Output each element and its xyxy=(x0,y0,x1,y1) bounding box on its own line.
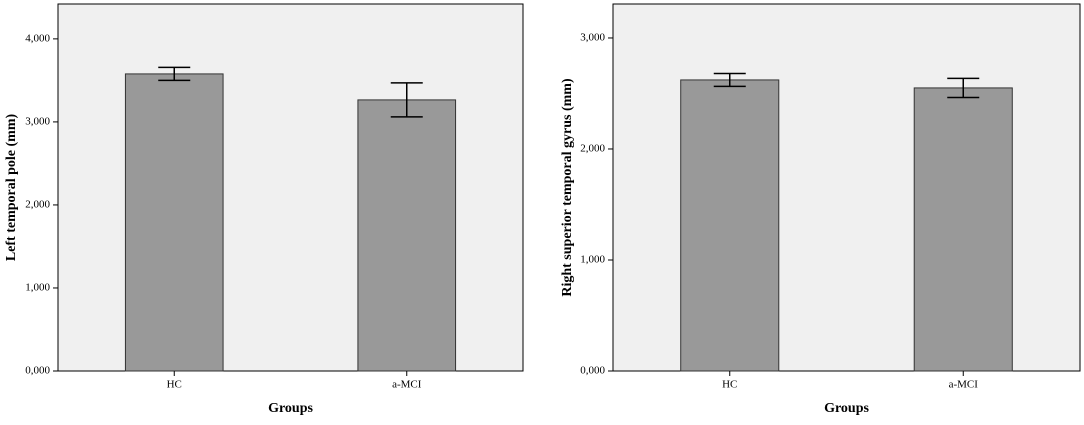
y-tick-label: 0,000 xyxy=(25,365,50,377)
y-tick-label: 0,000 xyxy=(580,365,605,377)
x-tick-label: HC xyxy=(167,379,182,391)
bar xyxy=(913,87,1013,372)
x-axis-label: Groups xyxy=(268,401,313,416)
y-tick-label: 3,000 xyxy=(25,115,50,127)
x-tick-label: HC xyxy=(722,379,737,391)
y-tick-label: 1,000 xyxy=(25,281,50,293)
y-tick-label: 2,000 xyxy=(25,198,50,210)
x-tick-label: a-MCI xyxy=(392,379,422,391)
x-tick-label: a-MCI xyxy=(949,379,979,391)
y-axis-label: Right superior temporal gyrus (mm) xyxy=(560,78,575,297)
y-axis-label: Left temporal pole (mm) xyxy=(4,113,19,261)
y-tick-label: 3,000 xyxy=(580,32,605,44)
y-tick-label: 2,000 xyxy=(580,143,605,155)
bar xyxy=(680,79,780,372)
y-tick-label: 1,000 xyxy=(580,254,605,266)
bar xyxy=(124,73,224,372)
bar xyxy=(357,99,457,372)
x-axis-label: Groups xyxy=(824,401,869,416)
y-tick-label: 4,000 xyxy=(25,32,50,44)
